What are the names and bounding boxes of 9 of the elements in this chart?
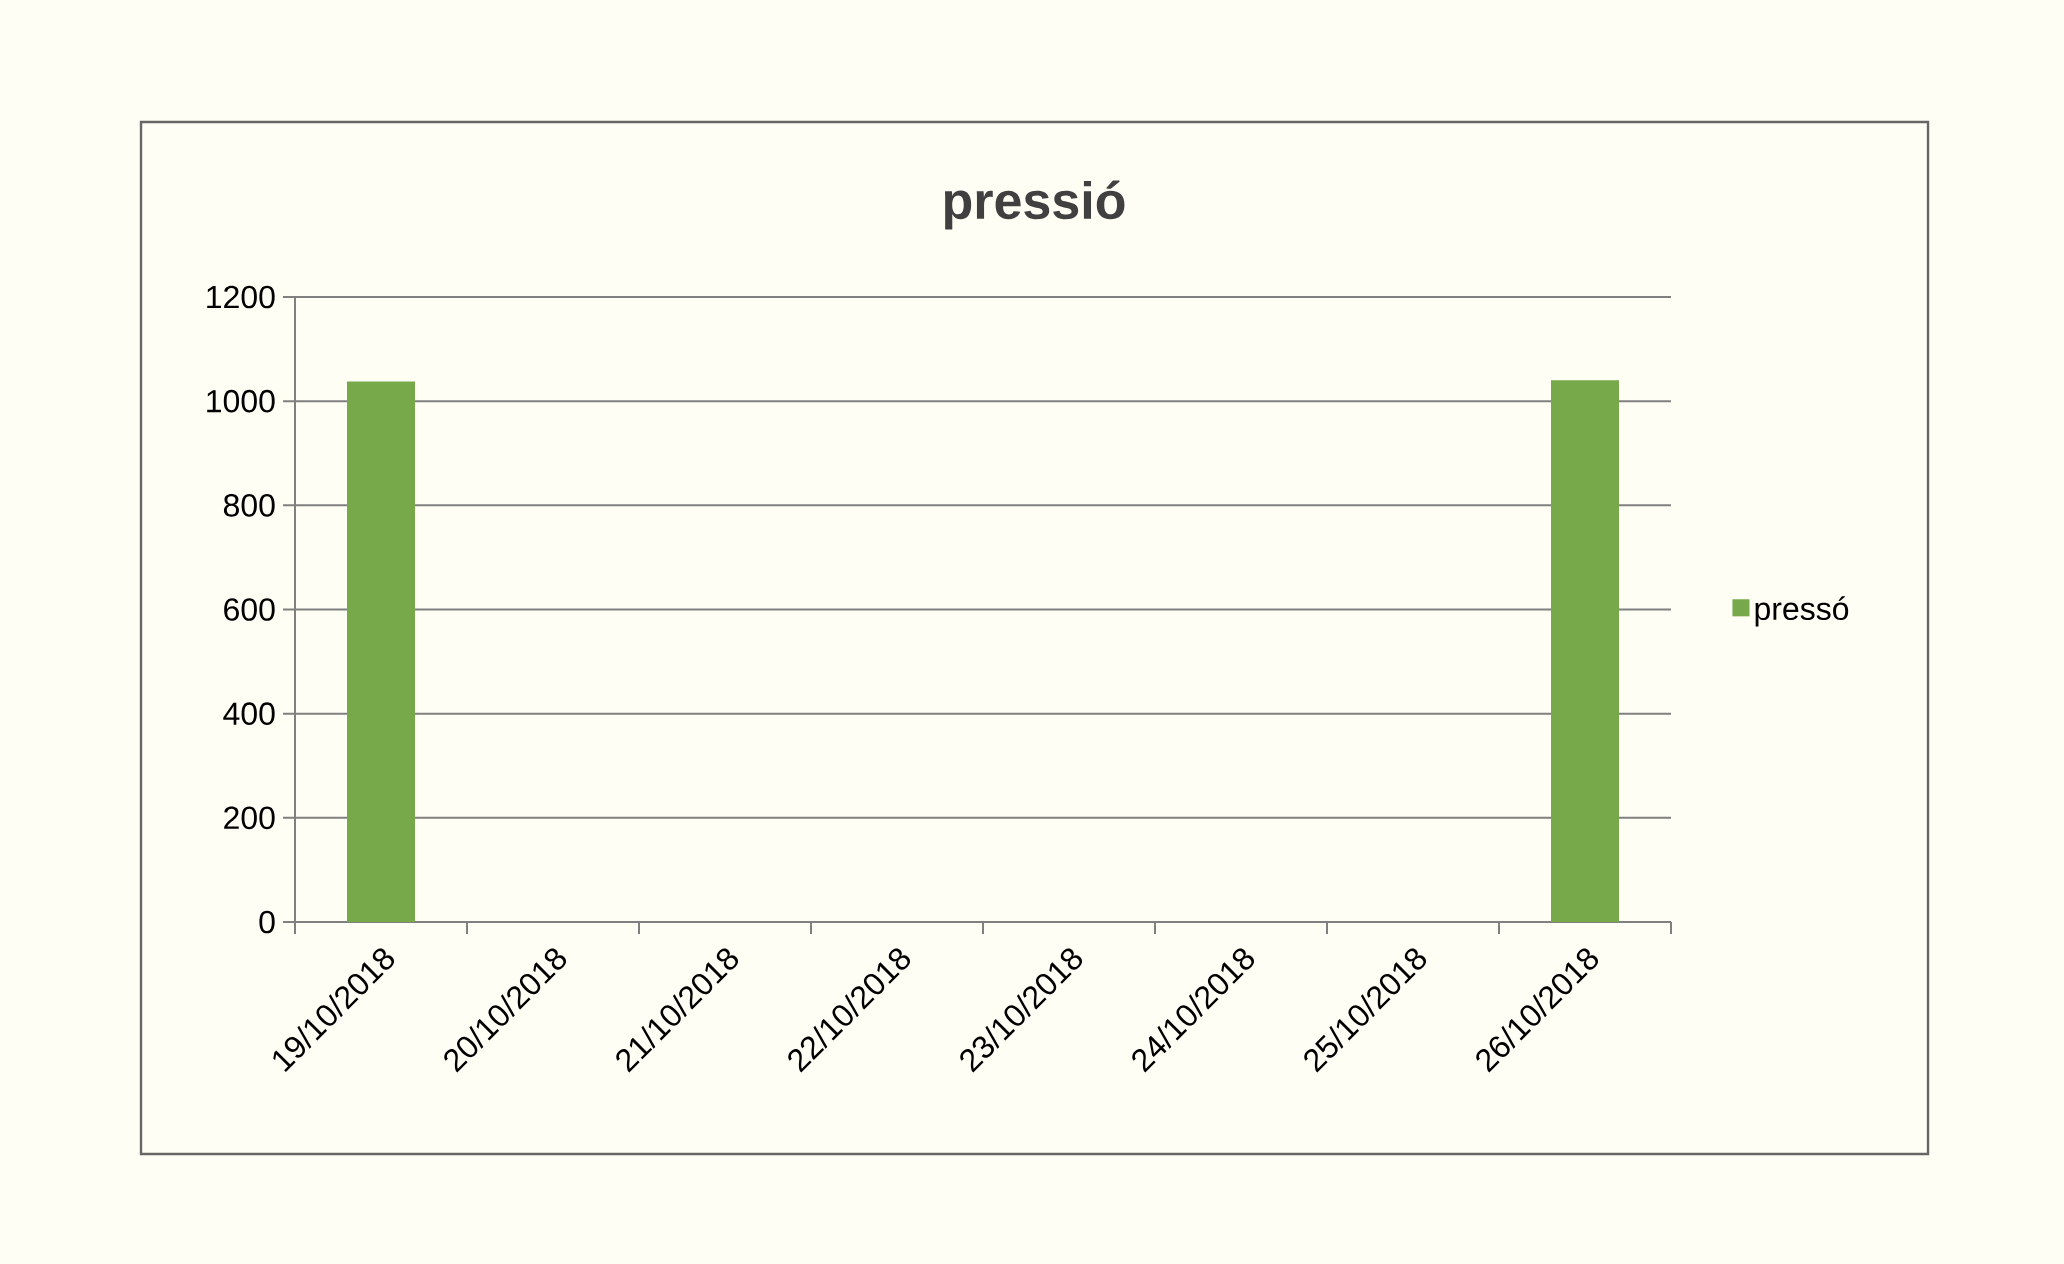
- y-tick-label: 600: [224, 598, 275, 621]
- legend-label: pressó: [1755, 596, 1849, 627]
- y-tick-label: 1000: [207, 389, 275, 413]
- chart-title: pressió: [944, 180, 1125, 230]
- y-tick-label: 800: [223, 494, 275, 517]
- y-tick-label: 200: [224, 806, 275, 830]
- y-tick-label: 0: [259, 910, 275, 934]
- y-tick-label: 400: [223, 702, 275, 726]
- y-tick-label: 1200: [207, 285, 275, 309]
